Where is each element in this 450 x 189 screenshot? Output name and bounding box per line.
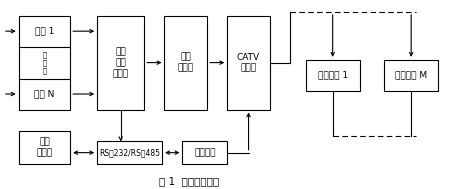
- FancyBboxPatch shape: [18, 16, 70, 109]
- FancyBboxPatch shape: [97, 141, 162, 164]
- Text: 音源 1: 音源 1: [35, 27, 54, 36]
- FancyBboxPatch shape: [164, 16, 207, 109]
- Text: CATV
混合器: CATV 混合器: [237, 53, 260, 73]
- Text: 广播终端 M: 广播终端 M: [395, 71, 427, 80]
- Text: 播控电脑: 播控电脑: [194, 148, 216, 157]
- Text: 音源 N: 音源 N: [34, 90, 54, 98]
- Text: RS－232/RS－485: RS－232/RS－485: [99, 148, 160, 157]
- FancyBboxPatch shape: [97, 16, 144, 109]
- FancyBboxPatch shape: [18, 131, 70, 164]
- FancyBboxPatch shape: [227, 16, 270, 109]
- FancyBboxPatch shape: [182, 141, 227, 164]
- Text: 智能
控制器: 智能 控制器: [36, 137, 53, 158]
- FancyBboxPatch shape: [384, 60, 438, 91]
- Text: 电视
调制器: 电视 调制器: [178, 53, 194, 73]
- Text: 三
三
三: 三 三 三: [42, 52, 46, 74]
- Text: 广播终端 1: 广播终端 1: [318, 71, 348, 80]
- Text: 图 1  系统组成框图: 图 1 系统组成框图: [159, 176, 219, 186]
- Text: 多路
前置
放大器: 多路 前置 放大器: [112, 47, 129, 78]
- FancyBboxPatch shape: [306, 60, 360, 91]
